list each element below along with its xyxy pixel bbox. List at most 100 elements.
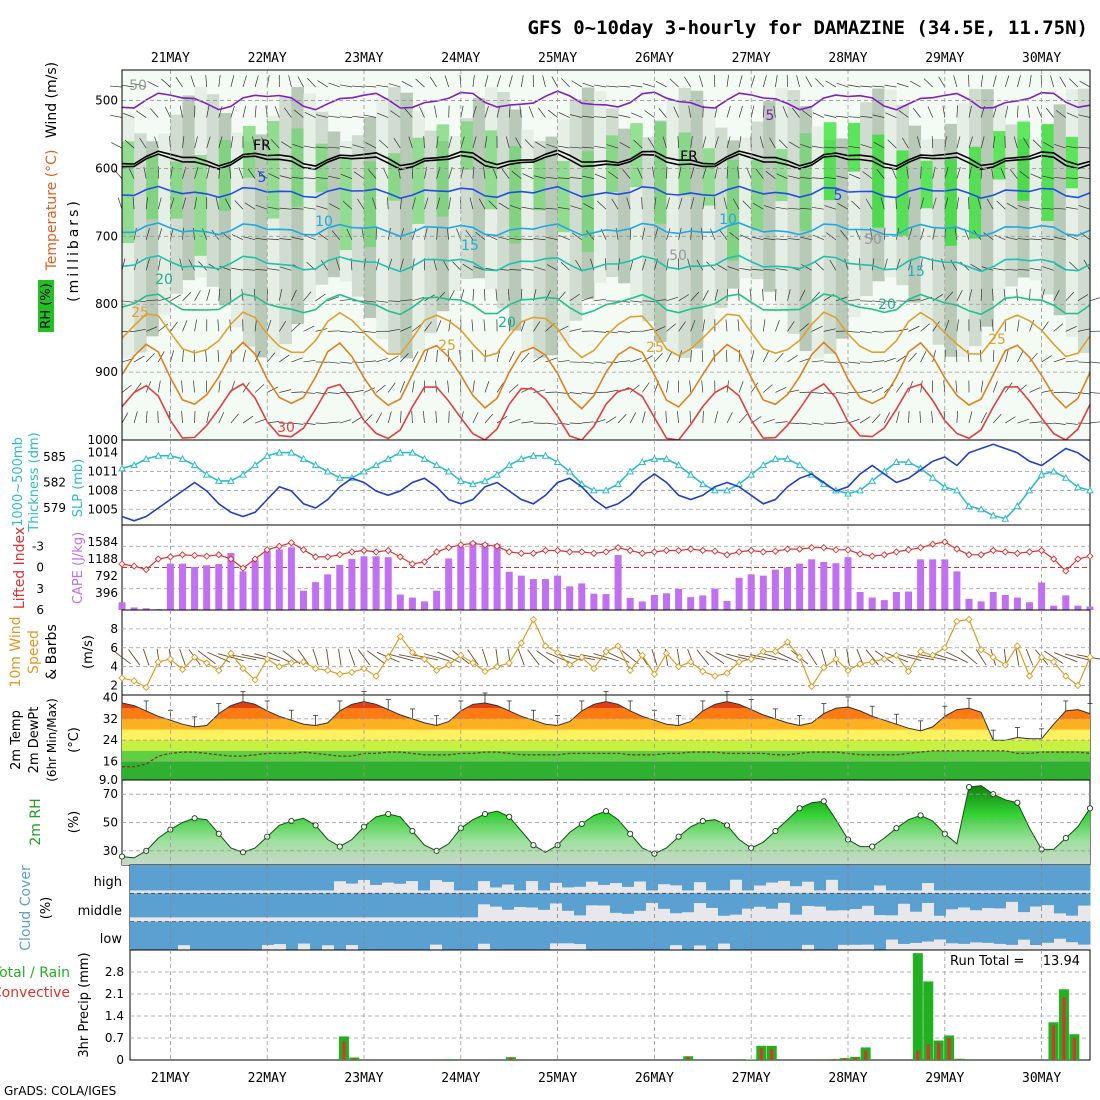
cloud-cell [322, 921, 335, 946]
wind-barb [750, 350, 755, 363]
wind-barb-10m [527, 649, 540, 666]
cloud-cell [610, 893, 623, 913]
cape-bar [481, 543, 489, 610]
wind-speed-point [505, 659, 513, 667]
wind-barb [593, 361, 606, 364]
wind-barb [569, 328, 582, 332]
dewpoint-line [122, 750, 1091, 768]
wind-barb [508, 105, 511, 118]
rh-green-cell [702, 148, 716, 206]
wind-barb [956, 105, 958, 118]
wind-barb [388, 83, 401, 88]
thickness-line [121, 443, 1091, 522]
cape-bar [203, 565, 211, 610]
wind-barb [1029, 267, 1042, 271]
wind-barb [778, 139, 788, 149]
wind-barb [182, 292, 192, 302]
wind-speed-point [953, 617, 961, 625]
panel-cloud: Cloud Cover (%) high middle low [18, 864, 1091, 951]
wind-barb [859, 416, 871, 424]
rh-grid [122, 780, 1090, 865]
cloud-cell [394, 865, 407, 884]
wind-barb [146, 326, 158, 332]
wind-barb [1005, 236, 1018, 241]
wind-barb [593, 331, 606, 333]
wind-barb [787, 289, 791, 301]
wind-barb [400, 326, 412, 332]
wind-barb [932, 197, 937, 210]
cape-bar [699, 595, 707, 610]
wind-barb [351, 389, 364, 393]
slp-point [335, 473, 344, 481]
lifted-index-point [408, 560, 417, 568]
wind-barb [538, 107, 546, 118]
lifted-index-point [529, 549, 538, 557]
cloud-cell [490, 893, 503, 907]
wind-barb [1069, 78, 1079, 88]
wind-barb [242, 415, 254, 424]
cloud-cell [766, 921, 779, 950]
cloud-cell [154, 893, 167, 918]
slp-point [251, 461, 259, 469]
wind-barb [1029, 387, 1041, 393]
slp-point [1086, 486, 1094, 494]
wind-barb [508, 350, 515, 363]
wind-barb [666, 351, 673, 363]
wind-barb [315, 146, 328, 149]
wind-speed-point [771, 647, 780, 656]
date-label-bottom: 27MAY [732, 1071, 771, 1086]
wind-barb [375, 412, 383, 424]
slp-point [565, 467, 574, 475]
wind-barb [132, 197, 135, 210]
lifted-index-point [711, 547, 719, 555]
lifted-index-point [989, 546, 997, 555]
contour-label: 15 [907, 264, 925, 280]
lifted-index-point [251, 555, 259, 563]
cape-bar [602, 594, 610, 610]
wind-speed-point [203, 659, 211, 667]
cloud-cell [550, 865, 563, 883]
lifted-index-point [1086, 552, 1094, 560]
precip-conv-bar [509, 1057, 513, 1060]
wind-barb [442, 259, 450, 271]
wind-barb [561, 78, 570, 88]
cloud-cell [574, 921, 587, 945]
cloud-cell [214, 893, 227, 918]
wind-barb [992, 136, 996, 149]
cloud-cell [226, 921, 239, 950]
date-label-top: 23MAY [344, 51, 383, 66]
lifted-index-point [203, 552, 211, 560]
wind-barb [1019, 171, 1030, 179]
wind-barb-10m [621, 650, 639, 665]
wind-barb [642, 300, 655, 302]
wind-barb [190, 75, 195, 88]
cape-bar [130, 607, 138, 610]
wind-barb [483, 166, 486, 179]
slp-point [154, 451, 163, 459]
lifted-index-point [299, 546, 308, 554]
ylabel-temp2m-unit: (°C) [67, 727, 82, 753]
wind-barb [626, 197, 631, 210]
wind-barb [521, 352, 530, 363]
cape-bar [191, 567, 199, 610]
temperature-contour [121, 153, 1091, 171]
wind-barb [872, 85, 885, 88]
wind-barb [835, 421, 848, 424]
cloud-cell [730, 921, 743, 950]
wind-barb [977, 197, 982, 210]
cloud-cell [538, 921, 551, 950]
wind-barb [145, 228, 150, 240]
wind-barb [1077, 294, 1089, 302]
wind-barb [1065, 392, 1078, 394]
cloud-cell [442, 865, 455, 882]
wind-barb [267, 421, 280, 424]
wind-barb [571, 232, 583, 241]
wind-barb-10m [715, 652, 739, 663]
wind-barb-10m [1064, 653, 1091, 661]
precip-tick: 2.8 [105, 965, 124, 979]
ylabel-temp2m-2: 2m DewPt [27, 707, 42, 774]
lifted-index-point [590, 549, 598, 557]
wind-barb [424, 227, 428, 240]
rh-shade-cell [690, 90, 704, 349]
lifted-index-point [638, 549, 646, 557]
